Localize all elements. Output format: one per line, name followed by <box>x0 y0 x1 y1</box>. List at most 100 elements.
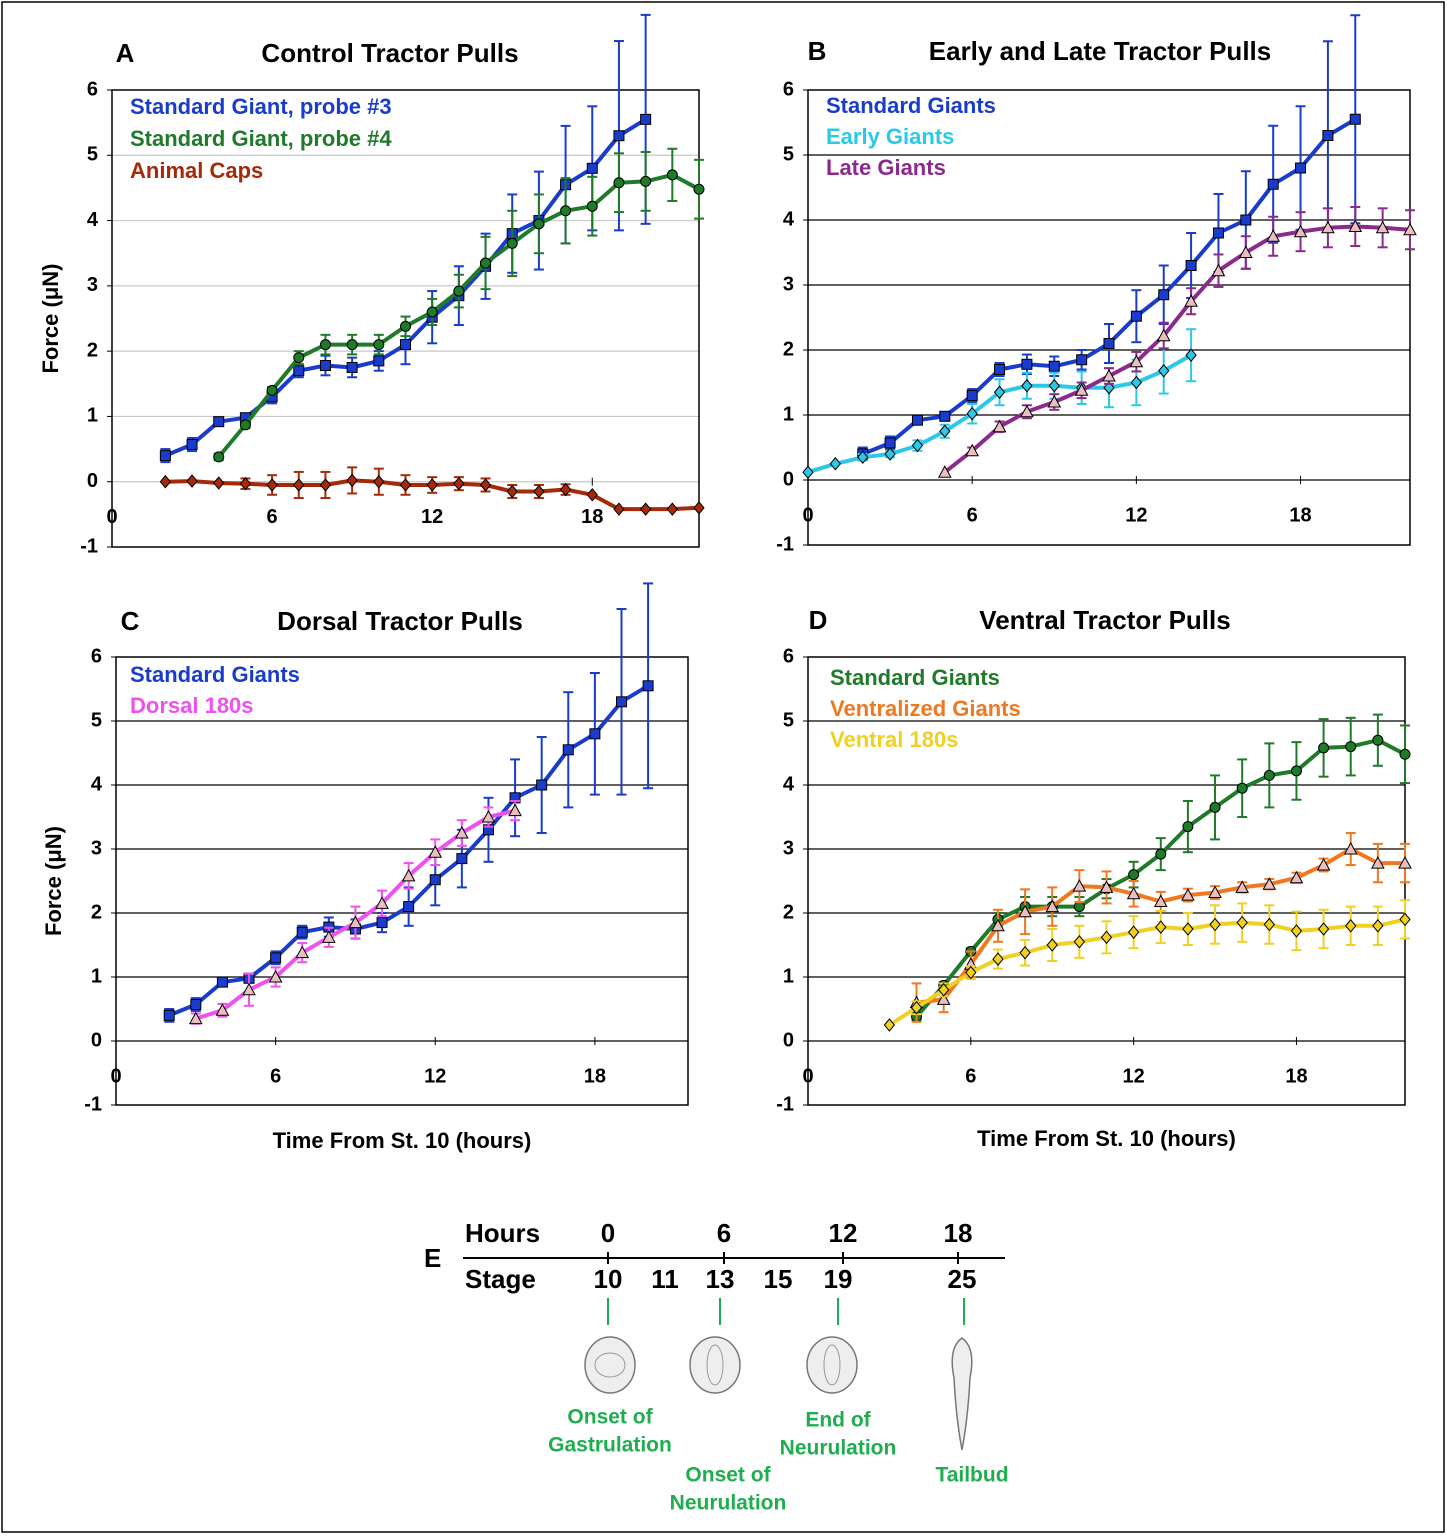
marker <box>643 681 653 691</box>
y-tick-label: 1 <box>783 403 794 425</box>
marker <box>347 362 357 372</box>
marker <box>374 356 384 366</box>
marker <box>967 391 977 401</box>
embryo-drawing <box>585 1337 635 1393</box>
panel-letter: C <box>121 606 140 636</box>
panel-letter: A <box>116 38 135 68</box>
marker <box>1210 802 1220 812</box>
y-tick-label: 5 <box>783 709 794 731</box>
legend-entry: Ventralized Giants <box>830 696 1021 721</box>
x-tick-label: 18 <box>584 1065 606 1087</box>
marker <box>1159 290 1169 300</box>
y-tick-label: -1 <box>80 535 98 557</box>
event-label: Onset of <box>567 1406 653 1429</box>
y-tick-label: 5 <box>87 144 98 166</box>
marker <box>641 114 651 124</box>
marker <box>641 176 651 186</box>
chart-title: Control Tractor Pulls <box>261 38 518 68</box>
x-tick-label: 6 <box>267 506 278 528</box>
y-tick-label: 4 <box>87 209 99 231</box>
x-tick-label: 12 <box>424 1065 446 1087</box>
marker <box>240 420 250 430</box>
marker <box>1400 749 1410 759</box>
marker <box>267 385 277 395</box>
event-label: End of <box>805 1409 871 1432</box>
marker <box>1291 766 1301 776</box>
y-tick-label: 4 <box>783 208 795 230</box>
marker <box>537 780 547 790</box>
marker <box>457 854 467 864</box>
marker <box>214 417 224 427</box>
y-tick-label: 2 <box>87 339 98 361</box>
y-tick-label: 4 <box>91 773 103 795</box>
y-tick-label: 2 <box>783 338 794 360</box>
stage-number: 25 <box>948 1264 977 1294</box>
x-tick-label: 18 <box>581 506 603 528</box>
y-tick-label: 6 <box>91 645 102 667</box>
legend-entry: Standard Giants <box>830 665 1000 690</box>
marker <box>454 286 464 296</box>
legend-entry: Standard Giants <box>826 93 996 118</box>
figure-frame <box>2 2 1444 1532</box>
marker <box>1264 770 1274 780</box>
hours-label: Hours <box>465 1218 540 1248</box>
y-tick-label: 6 <box>783 645 794 667</box>
marker <box>507 238 517 248</box>
stage-number: 11 <box>651 1264 679 1294</box>
y-tick-label: 3 <box>91 837 102 859</box>
figure: AControl Tractor Pulls-10123456061218For… <box>0 0 1447 1535</box>
marker <box>1104 339 1114 349</box>
marker <box>187 440 197 450</box>
y-tick-label: 1 <box>91 965 102 987</box>
y-tick-label: 6 <box>87 78 98 100</box>
x-axis-label: Time From St. 10 (hours) <box>273 1128 532 1153</box>
marker <box>912 415 922 425</box>
x-tick-label: 6 <box>967 504 978 526</box>
marker <box>377 918 387 928</box>
y-tick-label: 1 <box>783 965 794 987</box>
legend-entry: Standard Giants <box>130 662 300 687</box>
marker <box>1049 361 1059 371</box>
legend-entry: Standard Giant, probe #3 <box>130 94 392 119</box>
x-tick-label: 12 <box>1123 1065 1145 1087</box>
x-tick-label: 18 <box>1289 504 1311 526</box>
marker <box>320 361 330 371</box>
marker <box>1022 359 1032 369</box>
x-tick-label: 6 <box>965 1065 976 1087</box>
marker <box>1268 179 1278 189</box>
x-tick-label: 12 <box>1125 504 1147 526</box>
marker <box>430 875 440 885</box>
marker <box>885 438 895 448</box>
event-label: Gastrulation <box>548 1434 672 1457</box>
marker <box>427 307 437 317</box>
marker <box>563 745 573 755</box>
stage-label: Stage <box>465 1264 536 1294</box>
marker <box>1296 163 1306 173</box>
marker <box>160 451 170 461</box>
y-tick-label: 2 <box>783 901 794 923</box>
marker <box>587 163 597 173</box>
y-tick-label: -1 <box>776 533 794 555</box>
y-tick-label: -1 <box>84 1093 102 1115</box>
chart-title: Dorsal Tractor Pulls <box>277 606 523 636</box>
marker <box>297 927 307 937</box>
panel-letter: E <box>424 1243 441 1273</box>
y-tick-label: 5 <box>783 143 794 165</box>
marker <box>940 411 950 421</box>
legend-entry: Early Giants <box>826 124 954 149</box>
x-tick-label: 12 <box>421 506 443 528</box>
y-tick-label: 3 <box>783 273 794 295</box>
x-tick-label: 18 <box>1285 1065 1307 1087</box>
chart-title: Early and Late Tractor Pulls <box>929 36 1271 66</box>
marker <box>1183 822 1193 832</box>
legend-entry: Animal Caps <box>130 158 263 183</box>
marker <box>374 340 384 350</box>
marker <box>587 201 597 211</box>
marker <box>401 321 411 331</box>
marker <box>214 452 224 462</box>
marker <box>320 340 330 350</box>
marker <box>1131 311 1141 321</box>
legend-entry: Dorsal 180s <box>130 693 254 718</box>
hour-label: 0 <box>601 1218 615 1248</box>
event-label: Onset of <box>685 1464 771 1487</box>
